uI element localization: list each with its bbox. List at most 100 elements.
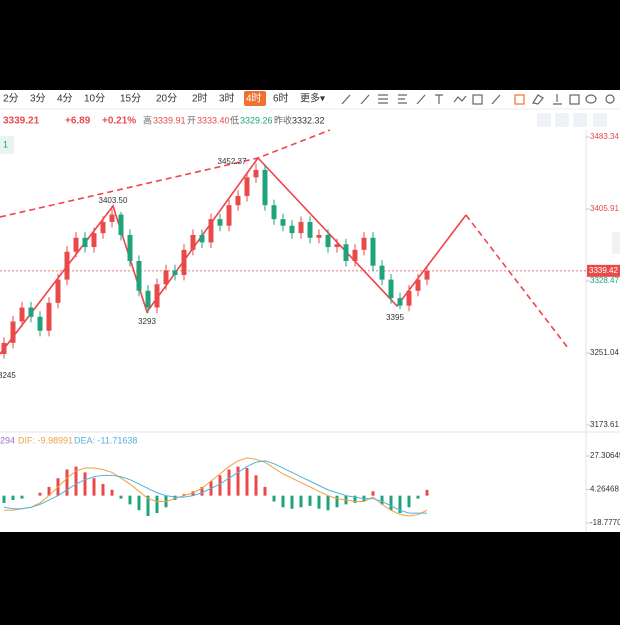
- macd-param: 294: [0, 435, 15, 445]
- macd-dea-line: [3, 460, 427, 514]
- candle-body: [82, 237, 88, 248]
- candle-body: [280, 219, 286, 226]
- candle-body: [334, 244, 340, 248]
- macd-bar: [353, 495, 357, 503]
- candle-body: [109, 214, 115, 222]
- interval-tab[interactable]: 6时: [273, 93, 289, 105]
- interval-tab[interactable]: 4时: [246, 93, 262, 105]
- candle-body: [262, 169, 268, 206]
- price-annotation: 3395: [386, 313, 404, 322]
- candle-body: [91, 233, 97, 248]
- interval-tab[interactable]: 2分: [3, 93, 19, 105]
- macd-bar: [425, 489, 429, 496]
- macd-bar: [182, 494, 186, 496]
- macd-bar: [254, 475, 258, 496]
- last-price-box: [587, 264, 620, 277]
- side-tab[interactable]: [0, 136, 14, 154]
- interval-tab[interactable]: 4分: [57, 93, 73, 105]
- macd-bar: [308, 495, 312, 506]
- candle-body: [271, 205, 277, 220]
- tool-icons[interactable]: [341, 94, 615, 105]
- candle-body: [145, 290, 151, 308]
- candle-body: [172, 270, 178, 275]
- macd-bar: [335, 495, 339, 508]
- candle-body: [46, 302, 52, 331]
- candle-body: [226, 205, 232, 226]
- last-price-label: 3339.42: [589, 266, 618, 275]
- interval-tab[interactable]: 更多▾: [300, 92, 325, 105]
- y-tick-label: 3328.47: [590, 276, 619, 285]
- y-tick-label: 4.26468: [590, 485, 619, 494]
- macd-bar: [11, 495, 15, 501]
- candle-body: [352, 249, 358, 262]
- candle-body: [307, 221, 313, 238]
- macd-bar: [119, 495, 123, 499]
- macd-bar: [218, 475, 222, 496]
- macd-bar: [128, 495, 132, 505]
- macd-bar: [2, 495, 6, 503]
- candle-body: [235, 195, 241, 206]
- quote-high: 3339.91: [153, 115, 186, 125]
- interval-tab[interactable]: 20分: [156, 93, 177, 105]
- macd-bar: [317, 495, 321, 509]
- y-tick-label: -18.77708: [590, 518, 620, 527]
- candle-body: [73, 237, 79, 252]
- macd-bar: [38, 492, 42, 496]
- macd-bar: [281, 495, 285, 508]
- candle-body: [64, 251, 70, 280]
- candle-body: [163, 270, 169, 285]
- quote-low: 3329.26: [240, 115, 273, 125]
- y-tick-label: 27.30645: [590, 451, 620, 460]
- interval-tab[interactable]: 3分: [30, 93, 46, 105]
- label: 高: [143, 114, 152, 125]
- macd-bar: [110, 489, 114, 496]
- macd-bar: [146, 495, 150, 517]
- macd-bar: [272, 495, 276, 502]
- macd-bar: [47, 486, 51, 496]
- candle-body: [253, 169, 259, 178]
- interval-tab[interactable]: 2时: [192, 93, 208, 105]
- candle-body: [28, 307, 34, 317]
- y-tick-label: 3405.91: [590, 204, 619, 213]
- macd-bar: [407, 495, 411, 508]
- quote-change: +6.89: [65, 116, 91, 127]
- price-annotation: 3245: [0, 371, 16, 380]
- active-tab: [244, 91, 266, 106]
- quote-open: 3333.40: [197, 115, 230, 125]
- macd-bar: [137, 495, 141, 511]
- mini-buttons[interactable]: [537, 113, 607, 127]
- macd-dea: DEA: -11.71638: [74, 435, 137, 445]
- side-tab-label[interactable]: 1: [3, 139, 8, 149]
- candle-body: [199, 234, 205, 243]
- candle-body: [325, 234, 331, 248]
- candle-body: [406, 290, 412, 306]
- quote-prev: 3332.32: [292, 115, 325, 125]
- candle-body: [55, 279, 61, 303]
- candle-body: [316, 234, 322, 238]
- interval-tab[interactable]: 15分: [120, 93, 141, 105]
- candle-body: [10, 321, 16, 343]
- interval-tab[interactable]: 10分: [84, 93, 105, 105]
- candle-body: [127, 234, 133, 262]
- macd-bar: [263, 486, 267, 496]
- candle-body: [379, 265, 385, 280]
- label: 昨收: [274, 114, 292, 125]
- y-tick-label: 3483.34: [590, 132, 619, 141]
- candle-body: [154, 284, 160, 308]
- macd-bar: [65, 469, 69, 496]
- macd-bar: [20, 495, 24, 499]
- interval-tab[interactable]: 3时: [219, 93, 235, 105]
- macd-bar: [92, 478, 96, 496]
- candle-body: [424, 270, 430, 280]
- candle-body: [397, 298, 403, 306]
- macd-bar: [155, 495, 159, 514]
- macd-bar: [173, 495, 177, 501]
- macd-bar: [389, 495, 393, 511]
- macd-bar: [74, 466, 78, 496]
- macd-bar: [371, 491, 375, 496]
- label: 低: [230, 114, 239, 125]
- candle-body: [19, 307, 25, 322]
- expand-button[interactable]: [612, 232, 620, 254]
